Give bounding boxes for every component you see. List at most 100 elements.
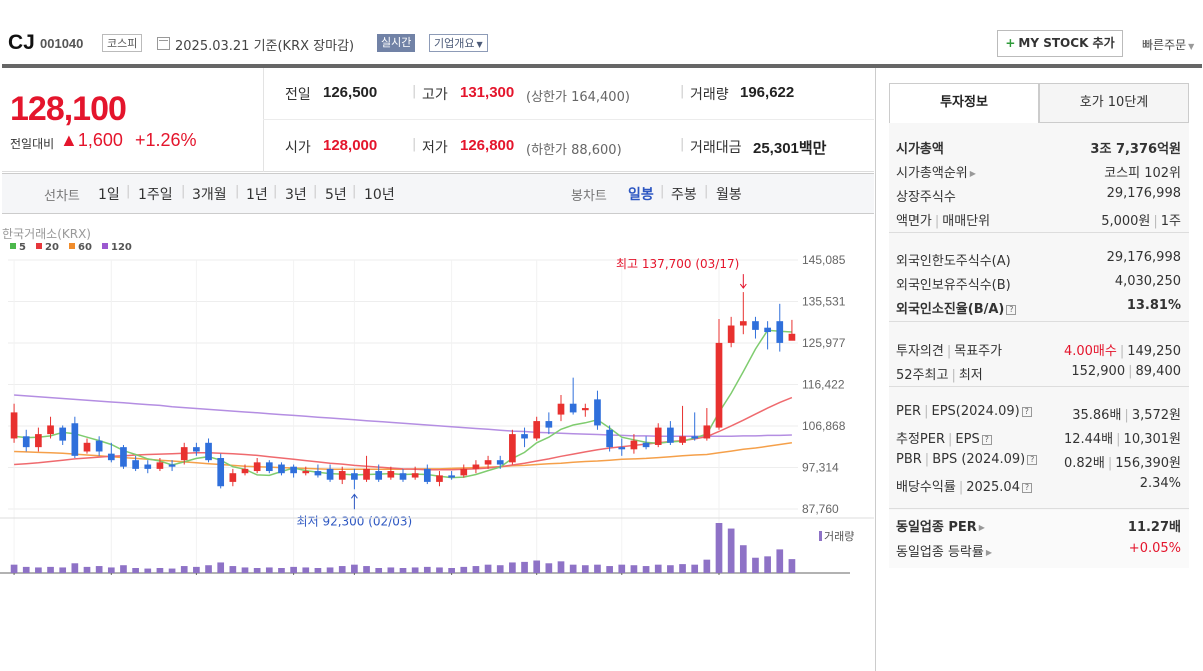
stock-code: 001040 [40,36,84,51]
candle-body [606,429,613,448]
help-icon[interactable]: ? [981,434,992,445]
info-row-label: PBR | BPS (2024.09)? [896,452,1038,467]
candle-body [667,427,674,443]
help-icon[interactable]: ? [1021,482,1032,493]
volume-bar [411,567,419,573]
amount-label: 거래대금 [690,140,742,156]
help-icon[interactable]: ? [1006,304,1017,315]
stock-chart[interactable]: 한국거래소(KRX)5 20 60 120 145,085 135,531 125,977 1… [0,215,874,575]
candle-body [436,475,443,482]
candle-body [35,434,42,448]
prev-close-label: 전일 [285,87,311,103]
candle-chart-label: 봉차트 [571,189,607,204]
candle-body [351,473,358,480]
tab-period-3y[interactable]: 3년 [285,187,307,203]
info-row-value: 11.27배 [1128,516,1181,535]
volume-bar [71,563,79,573]
separator: | [412,84,417,99]
tab-period-1d[interactable]: 1일 [98,187,120,203]
ma-legend-label: 120 [111,242,132,253]
info-row-value: 5,000원 | 1주 [1101,210,1181,229]
realtime-button[interactable]: 실시간 [377,34,416,52]
value-text: 29,176,998 [1106,250,1181,265]
info-row-label[interactable]: 동일업종 등락률 ▶ [896,541,992,560]
tab-period-1y[interactable]: 1년 [246,187,268,203]
tab-daily[interactable]: 일봉 [628,187,654,203]
label-text: 외국인보유주식수(B) [896,278,1011,293]
candle-body [144,464,152,469]
info-row-value: 4,030,250 [1115,274,1181,289]
separator: | [680,84,685,99]
low-value: 126,800 [460,137,515,154]
chart-background [0,215,874,575]
candle-body [180,447,188,461]
ma-legend-swatch [69,243,75,249]
separator: | [958,480,964,495]
help-icon[interactable]: ? [1027,454,1038,465]
info-row-value: 12.44배 | 10,301원 [1064,428,1181,447]
candle-body [217,458,225,487]
volume-bar [144,568,152,573]
info-row-value: 코스피 102위 [1104,162,1181,181]
tab-orderbook[interactable]: 호가 10단계 [1039,83,1189,123]
tab-monthly[interactable]: 월봉 [716,187,742,203]
help-icon[interactable]: ? [1021,406,1032,417]
y-tick-label: 97,314 [802,461,839,475]
label-text: 외국인한도주식수(A) [896,254,1011,269]
candle-body [448,475,455,478]
tab-period-3m[interactable]: 3개월 [192,187,227,203]
separator: | [273,184,278,199]
company-name: CJ [8,31,35,54]
candle-body [691,436,699,439]
volume-bar [180,566,188,573]
info-row-label: 외국인한도주식수(A) [896,250,1011,269]
candle-body [338,471,346,480]
tab-weekly[interactable]: 주봉 [671,187,697,203]
info-row-label[interactable]: 시가총액순위 ▶ [896,162,976,181]
quick-order-dropdown[interactable]: 빠른주문 ▼ [1142,36,1194,53]
ma-legend-swatch [10,243,16,249]
add-my-stock-button[interactable]: + MY STOCK 추가 [997,30,1123,57]
ma-legend-swatch [36,243,42,249]
separator: | [1107,456,1113,471]
volume-bar [703,559,711,573]
candle-body [739,321,747,326]
change-percent: +1.26% [135,130,197,150]
candle-body [156,462,164,469]
tab-invest-info[interactable]: 투자정보 [889,83,1039,123]
candle-body [265,462,273,472]
info-divider [889,321,1189,322]
volume-bar [302,567,310,573]
volume-bar [217,562,225,573]
separator: | [948,432,953,447]
value-text: 152,900 [1071,364,1126,379]
volume-bar [22,566,30,573]
tab-period-1w[interactable]: 1주일 [138,187,173,203]
info-row-label: PER | EPS(2024.09)? [896,404,1032,419]
chart-tabs-bar [2,173,874,214]
tab-period-5y[interactable]: 5년 [325,187,347,203]
info-row-label[interactable]: 동일업종 PER ▶ [896,516,985,535]
separator: | [1153,214,1158,229]
separator: | [660,184,665,199]
label-text: PBR [896,452,922,467]
quick-order-label: 빠른주문 [1142,38,1187,52]
separator: | [924,404,929,419]
candle-body [727,325,735,343]
chevron-right-icon: ▶ [985,548,993,557]
value-text: 1주 [1160,214,1181,229]
volume-bar [193,566,200,573]
tab-period-10y[interactable]: 10년 [364,187,395,203]
separator: | [181,184,186,199]
open-value: 128,000 [323,137,378,154]
volume-bar [521,561,528,573]
candle-body [411,473,419,478]
candle-body [363,468,370,480]
label-text: 추정PER [896,432,946,447]
info-divider [889,386,1189,387]
company-overview-dropdown[interactable]: 기업개요 ▼ [429,34,488,52]
volume-bar [229,566,237,573]
volume-bar [581,565,589,573]
volume-bar [484,564,492,573]
volume-value: 196,622 [740,84,795,101]
